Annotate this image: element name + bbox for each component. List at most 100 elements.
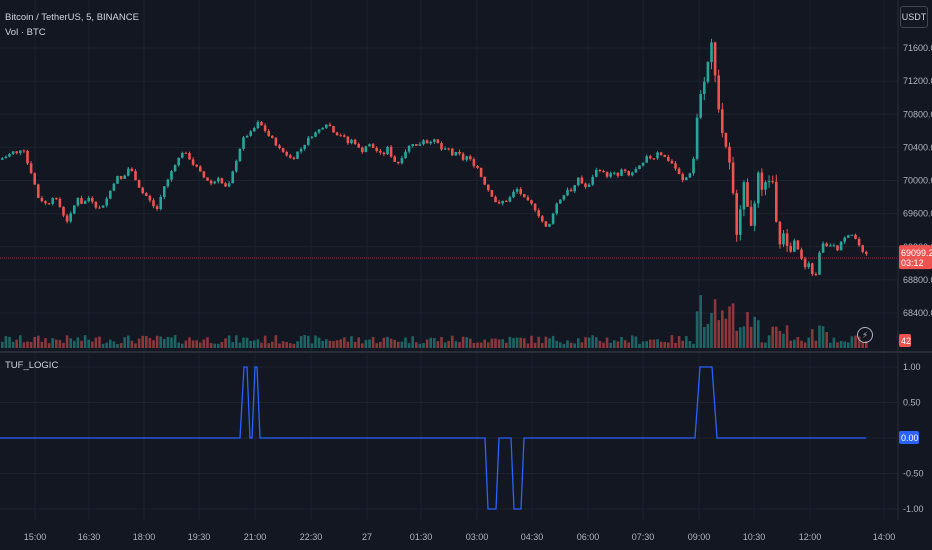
candle-body [595,169,598,177]
volume-bar [422,342,425,348]
candle-body [379,150,382,153]
candle-body [487,184,490,191]
volume-bar [382,337,386,348]
candle-body [461,153,465,160]
volume-bar [616,341,620,348]
candle-body [80,198,83,204]
time-tick: 09:00 [688,532,711,542]
volume-bar [483,339,486,348]
candle-body [152,200,155,207]
volume-bar [782,333,785,348]
candle-body [623,169,627,172]
volume-label[interactable]: Vol · BTC [5,27,46,38]
indicator-label[interactable]: TUF_LOGIC [5,360,59,371]
candle-body [436,139,440,144]
candle-body [145,193,148,196]
volume-bar [807,337,810,348]
candle-body [710,42,713,63]
volume-bar [62,342,65,348]
volume-bar [818,325,821,348]
candle-body [15,151,18,154]
indicator-badge-value: 0.00 [901,433,919,443]
volume-bar [695,311,699,348]
volume-bar [692,343,695,348]
lightning-icon[interactable]: ⚡ [857,327,873,343]
candle-body [677,168,681,175]
time-tick: 06:00 [577,532,600,542]
candle-body [573,185,576,192]
volume-bar [559,342,562,348]
volume-bar [541,343,544,348]
candle-body [386,146,389,155]
volume-bar [26,341,29,348]
volume-bar [627,342,630,348]
candle-body [659,152,663,155]
volume-bar [307,335,310,348]
candle-body [303,144,306,149]
candle-body [793,240,796,252]
price-tick: 70800.00 [903,109,932,119]
volume-bar [602,342,605,348]
candle-body [713,42,717,76]
volume-bar [436,341,440,348]
candle-body [296,151,299,159]
candle-body [335,132,339,136]
candle-body [343,135,346,137]
volume-bar [242,337,245,348]
currency-button[interactable]: USDT [900,6,928,28]
candle-body [497,202,501,204]
candle-body [397,161,400,164]
candle-body [613,172,616,174]
volume-bar [523,338,526,348]
volume-bar [577,338,580,348]
candle-body [641,162,645,166]
symbol-title[interactable]: Bitcoin / TetherUS, 5, BINANCE [5,12,139,23]
candle-body [703,81,706,95]
candle-body [785,233,789,246]
candle-body [47,203,51,205]
volume-bar [19,335,22,348]
price-tick: 69600.00 [903,209,932,219]
candle-body [771,181,774,183]
volume-bar [584,337,587,348]
volume-bar [278,343,281,348]
candle-body [141,187,144,194]
candle-body [551,213,555,224]
volume-bar [544,336,548,348]
volume-bar [357,337,360,348]
candle-body [562,195,566,200]
candle-body [443,148,447,150]
candle-body [645,156,648,163]
volume-bar [465,337,468,348]
candle-body [447,148,450,150]
volume-bar [209,343,213,348]
volume-bar [721,310,724,348]
volume-bar [681,340,684,348]
volume-bar [501,339,504,348]
candle-body [778,221,782,245]
volume-bar [548,338,551,348]
candle-body [292,157,296,159]
candle-body [760,172,764,190]
candle-body [598,169,602,172]
candle-body [389,146,393,157]
volume-bar [663,342,666,348]
volume-bar [825,331,828,348]
volume-bar [566,340,569,348]
candle-body [191,159,195,165]
candle-body [357,143,360,148]
volume-bar [490,338,494,348]
indicator-line [0,366,866,510]
candle-body [861,245,864,252]
candle-body [494,196,497,203]
candle-body [69,213,72,222]
candle-body [289,155,292,158]
time-tick: 16:30 [78,532,101,542]
volume-bar [631,335,634,348]
volume-bar [551,335,555,348]
volume-bar [519,337,522,348]
candle-body [238,148,242,162]
volume-bar [112,341,116,348]
